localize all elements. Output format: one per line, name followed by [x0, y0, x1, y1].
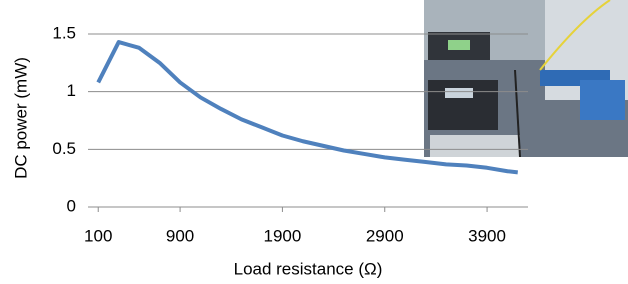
x-tick-label: 100	[84, 226, 112, 245]
photo-inset	[424, 0, 628, 157]
x-tick-label: 3900	[468, 226, 506, 245]
y-tick-label: 1	[67, 81, 76, 100]
y-tick-label: 0	[67, 196, 76, 215]
y-axis-title: DC power (mW)	[11, 57, 30, 179]
x-tick-label: 1900	[264, 226, 302, 245]
x-tick-label: 2900	[366, 226, 404, 245]
y-tick-label: 1.5	[52, 23, 76, 42]
x-tick-label: 900	[166, 226, 194, 245]
x-axis-title: Load resistance (Ω)	[234, 259, 383, 278]
chart: DC power (mW) Load resistance (Ω) 0 0.5 1 1…	[0, 0, 628, 284]
y-tick-label: 0.5	[52, 139, 76, 158]
